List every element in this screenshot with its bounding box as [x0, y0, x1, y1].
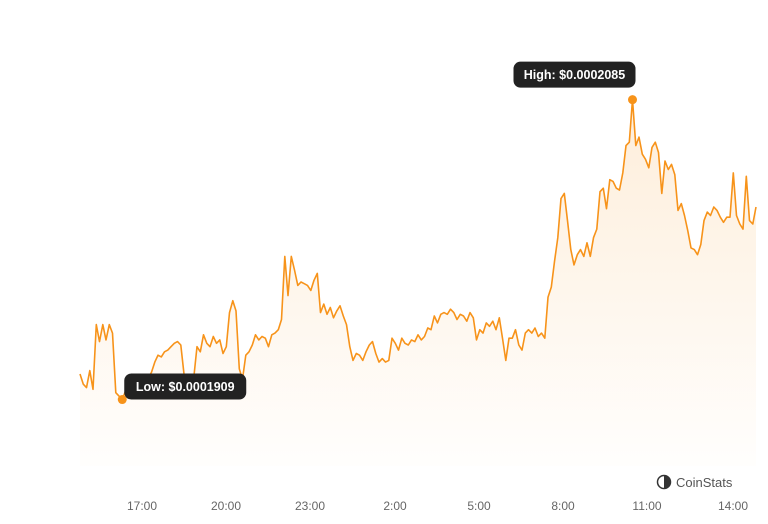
- low-label: Low: $0.0001909: [136, 380, 235, 394]
- x-tick-label: 8:00: [551, 499, 575, 513]
- x-axis-ticks: 17:00 20:00 23:00 2:00 5:00 8:00 11:00 14:00: [127, 499, 748, 513]
- low-point-marker: [117, 395, 127, 405]
- coinstats-brand: CoinStats: [656, 474, 732, 490]
- extreme-markers: High: $0.0002085 Low: $0.0001909: [117, 61, 637, 405]
- high-label: High: $0.0002085: [524, 68, 625, 82]
- x-tick-label: 14:00: [718, 499, 748, 513]
- x-tick-label: 5:00: [467, 499, 491, 513]
- x-tick-label: 11:00: [632, 499, 661, 513]
- high-point-marker: [628, 95, 637, 105]
- x-tick-label: 17:00: [127, 499, 157, 513]
- price-area: [80, 99, 756, 466]
- x-tick-label: 23:00: [295, 499, 325, 513]
- high-tooltip: High: $0.0002085: [513, 61, 636, 88]
- brand-name: CoinStats: [676, 474, 733, 490]
- x-tick-label: 2:00: [383, 499, 407, 513]
- low-tooltip: Low: $0.0001909: [124, 373, 247, 400]
- coinstats-logo-icon: [656, 474, 672, 490]
- x-tick-label: 20:00: [211, 499, 241, 513]
